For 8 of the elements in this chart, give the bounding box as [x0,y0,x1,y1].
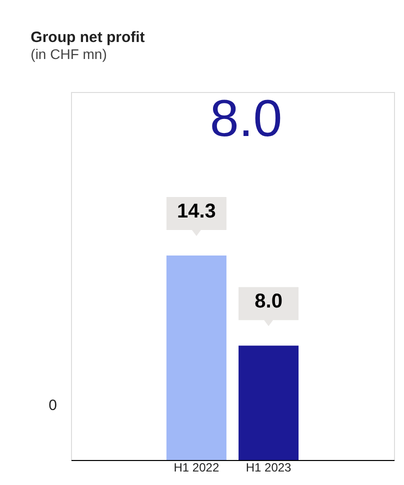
data-label: 14.3 [176,200,216,223]
x-tick-label: H1 2023 [246,460,292,474]
data-label: 8.0 [254,290,282,313]
text: 0 [48,397,57,414]
chart-title: Group net profit [30,29,145,46]
chart-subtitle: (in CHF mn) [30,46,107,62]
text: 8.0 [210,90,282,148]
x-tick-label: H1 2022 [174,460,220,474]
